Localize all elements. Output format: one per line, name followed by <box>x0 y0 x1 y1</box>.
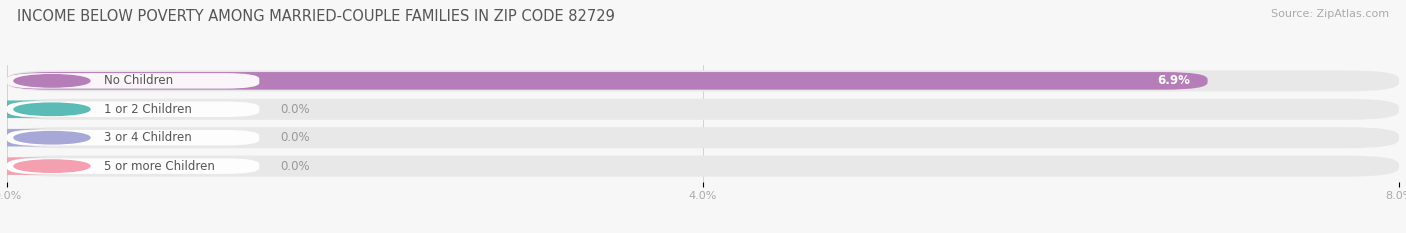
FancyBboxPatch shape <box>0 129 51 147</box>
Text: 3 or 4 Children: 3 or 4 Children <box>104 131 191 144</box>
Circle shape <box>14 160 90 172</box>
Text: 5 or more Children: 5 or more Children <box>104 160 215 173</box>
Circle shape <box>14 75 90 87</box>
FancyBboxPatch shape <box>7 72 1208 90</box>
FancyBboxPatch shape <box>7 156 1399 177</box>
FancyBboxPatch shape <box>7 102 259 117</box>
Text: INCOME BELOW POVERTY AMONG MARRIED-COUPLE FAMILIES IN ZIP CODE 82729: INCOME BELOW POVERTY AMONG MARRIED-COUPL… <box>17 9 614 24</box>
Text: 0.0%: 0.0% <box>280 103 309 116</box>
Text: 0.0%: 0.0% <box>280 160 309 173</box>
Circle shape <box>14 131 90 144</box>
Text: Source: ZipAtlas.com: Source: ZipAtlas.com <box>1271 9 1389 19</box>
Circle shape <box>14 103 90 116</box>
FancyBboxPatch shape <box>7 127 1399 148</box>
FancyBboxPatch shape <box>7 130 259 145</box>
FancyBboxPatch shape <box>0 100 51 118</box>
Text: No Children: No Children <box>104 74 173 87</box>
FancyBboxPatch shape <box>7 73 259 89</box>
FancyBboxPatch shape <box>7 158 259 174</box>
Text: 1 or 2 Children: 1 or 2 Children <box>104 103 191 116</box>
FancyBboxPatch shape <box>0 157 51 175</box>
Text: 0.0%: 0.0% <box>280 131 309 144</box>
FancyBboxPatch shape <box>7 99 1399 120</box>
FancyBboxPatch shape <box>7 70 1399 91</box>
Text: 6.9%: 6.9% <box>1157 74 1191 87</box>
